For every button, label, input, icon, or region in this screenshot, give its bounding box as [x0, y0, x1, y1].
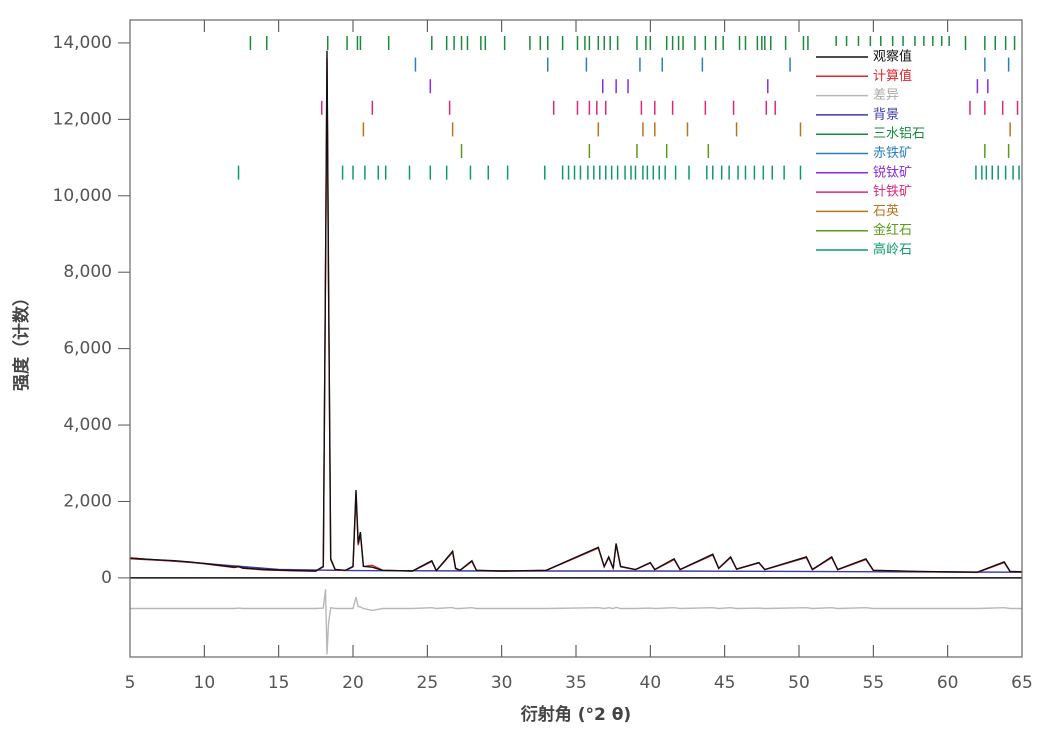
x-tick-label: 10 — [194, 673, 216, 693]
legend-label: 背景 — [873, 107, 899, 122]
legend-label: 针铁矿 — [873, 185, 912, 200]
legend-label: 赤铁矿 — [873, 146, 912, 161]
legend-box — [812, 46, 964, 254]
legend-label: 三水铝石 — [873, 127, 925, 142]
y-tick-label: 0 — [101, 568, 112, 588]
y-tick-label: 2,000 — [63, 491, 112, 511]
legend-label: 锐钛矿 — [873, 165, 912, 180]
x-axis-label: 衍射角 (°2 θ) — [521, 704, 631, 725]
x-tick-label: 65 — [1011, 673, 1033, 693]
x-tick-label: 55 — [863, 673, 885, 693]
y-tick-label: 14,000 — [53, 33, 112, 53]
series-line — [130, 589, 1022, 655]
legend-label: 高岭石 — [873, 242, 912, 258]
x-tick-label: 40 — [640, 673, 662, 693]
legend-label: 石英 — [873, 204, 899, 219]
legend-label: 差异 — [873, 88, 899, 103]
y-tick-label: 6,000 — [63, 339, 112, 359]
y-tick-label: 12,000 — [53, 109, 112, 129]
x-tick-label: 15 — [268, 673, 290, 693]
series-line — [129, 50, 1023, 573]
x-tick-label: 20 — [342, 673, 364, 693]
legend-label: 观察值 — [873, 49, 912, 65]
y-tick-label: 10,000 — [53, 186, 112, 206]
plot-frame — [129, 19, 1023, 658]
y-axis-label: 强度（计数） — [11, 289, 32, 391]
legend-label: 金红石 — [873, 222, 912, 238]
x-tick-label: 35 — [565, 673, 587, 693]
y-tick-label: 8,000 — [63, 262, 112, 282]
x-tick-label: 30 — [491, 673, 513, 693]
legend-label: 计算值 — [873, 68, 912, 84]
x-tick-label: 60 — [937, 673, 959, 693]
x-tick-label: 25 — [417, 673, 439, 693]
x-tick-label: 45 — [714, 673, 736, 693]
x-tick-label: 50 — [788, 673, 810, 693]
x-tick-label: 5 — [125, 673, 136, 693]
y-tick-label: 4,000 — [63, 415, 112, 435]
